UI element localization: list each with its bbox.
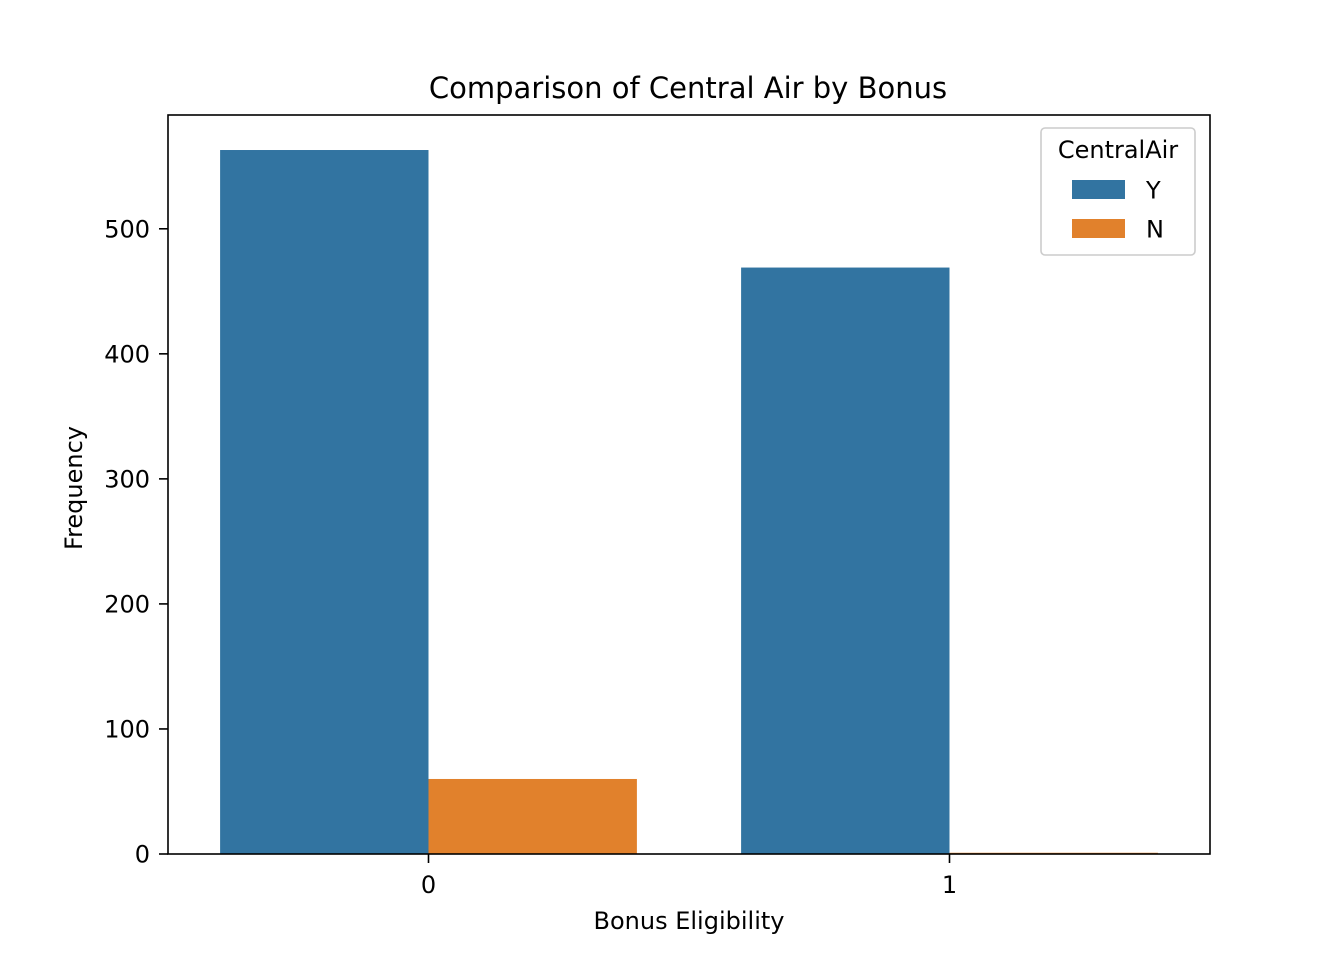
- legend-label-y: Y: [1145, 177, 1161, 205]
- plot-frame: [167, 114, 1211, 855]
- y-tick-label: 500: [104, 215, 150, 243]
- legend-label-n: N: [1146, 216, 1164, 244]
- legend-items: YN: [1072, 177, 1164, 244]
- y-axis-label: Frequency: [60, 426, 88, 550]
- legend-swatch-n: [1072, 219, 1125, 238]
- legend-title: CentralAir: [1058, 136, 1178, 164]
- x-tick-label: 1: [942, 871, 957, 899]
- x-axis-label: Bonus Eligibility: [594, 907, 785, 935]
- bar-y-0: [220, 150, 429, 854]
- y-tick-label: 400: [104, 340, 150, 368]
- y-axis: 0 100 200 300 400 500: [104, 215, 168, 869]
- legend-swatch-y: [1072, 180, 1125, 199]
- bar-y-1: [741, 267, 950, 854]
- legend: CentralAir YN: [1040, 127, 1196, 256]
- chart-title: Comparison of Central Air by Bonus: [429, 71, 947, 105]
- y-tick-label: 200: [104, 590, 150, 618]
- bars-layer: [220, 150, 1158, 854]
- x-tick-label: 0: [421, 871, 436, 899]
- y-tick-label: 0: [135, 841, 150, 869]
- bar-n-0: [428, 778, 637, 854]
- y-tick-label: 300: [104, 465, 150, 493]
- y-tick-label: 100: [104, 715, 150, 743]
